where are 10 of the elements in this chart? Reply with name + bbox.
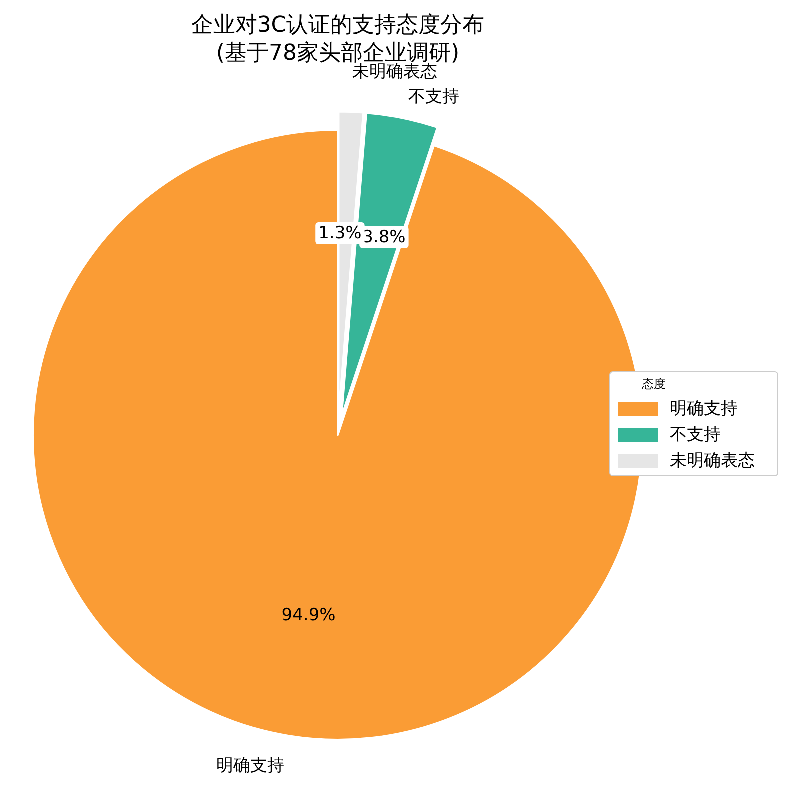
legend-label: 未明确表态 xyxy=(670,451,755,471)
legend-label: 明确支持 xyxy=(670,399,738,419)
legend-title: 态度 xyxy=(641,377,666,391)
data-label: 3.8% xyxy=(362,227,406,248)
legend-label: 不支持 xyxy=(670,425,721,445)
slice-label: 不支持 xyxy=(408,86,460,107)
chart-title: 企业对3C认证的支持态度分布 xyxy=(191,13,485,38)
data-label: 94.9% xyxy=(282,605,336,626)
data-label: 1.3% xyxy=(318,224,362,244)
slice-label: 明确支持 xyxy=(216,756,284,776)
